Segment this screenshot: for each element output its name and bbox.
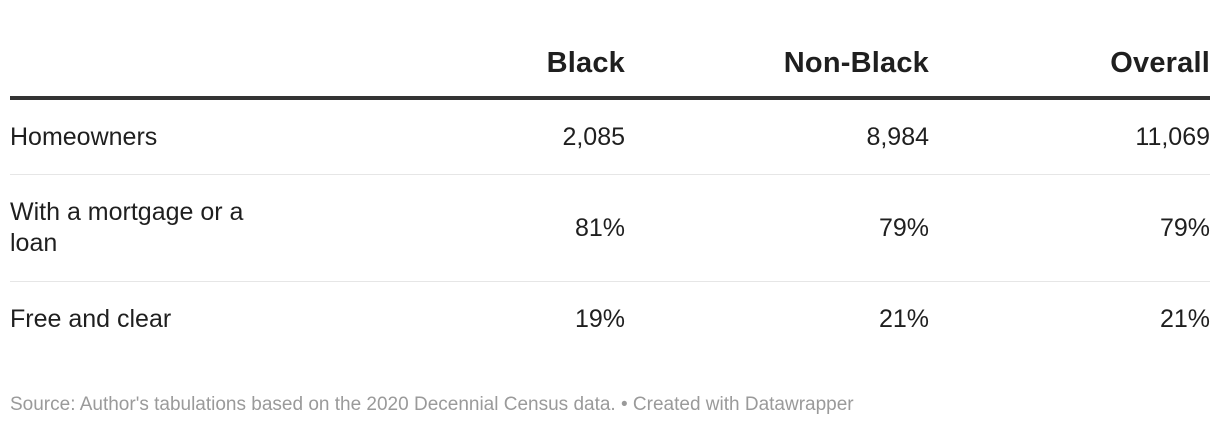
table-row-free-and-clear: Free and clear 19% 21% 21% bbox=[10, 282, 1210, 357]
table-cell-overall: 21% bbox=[1159, 304, 1210, 333]
column-header-empty bbox=[10, 30, 310, 100]
table-cell-black: 81% bbox=[310, 174, 625, 282]
table-row-homeowners: Homeowners 2,085 8,984 11,069 bbox=[10, 98, 1210, 175]
data-table-container: Black Non-Black Overall Homeowners 2,085… bbox=[10, 30, 1210, 356]
row-label: Free and clear bbox=[10, 304, 172, 333]
table-cell-overall: 79% bbox=[929, 174, 1210, 282]
table-cell-non-black: 21% bbox=[878, 304, 929, 333]
table-row-mortgage: With a mortgage or a loan 81% 79% 79% bbox=[10, 174, 1210, 282]
data-table: Black Non-Black Overall Homeowners 2,085… bbox=[10, 30, 1210, 356]
row-label: With a mortgage or a loan bbox=[10, 198, 244, 257]
table-cell-black: 19% bbox=[574, 304, 625, 333]
table-cell-non-black: 8,984 bbox=[625, 98, 929, 175]
column-header-non-black: Non-Black bbox=[625, 30, 929, 100]
row-label: Homeowners bbox=[10, 122, 158, 151]
source-note: Source: Author's tabulations based on th… bbox=[10, 394, 854, 415]
table-cell-non-black: 79% bbox=[625, 174, 929, 282]
table-cell-black: 2,085 bbox=[310, 98, 625, 175]
table-header-row: Black Non-Black Overall bbox=[10, 30, 1210, 100]
column-header-black: Black bbox=[310, 30, 625, 100]
table-cell-overall: 11,069 bbox=[929, 98, 1210, 175]
column-header-overall: Overall bbox=[929, 30, 1210, 100]
